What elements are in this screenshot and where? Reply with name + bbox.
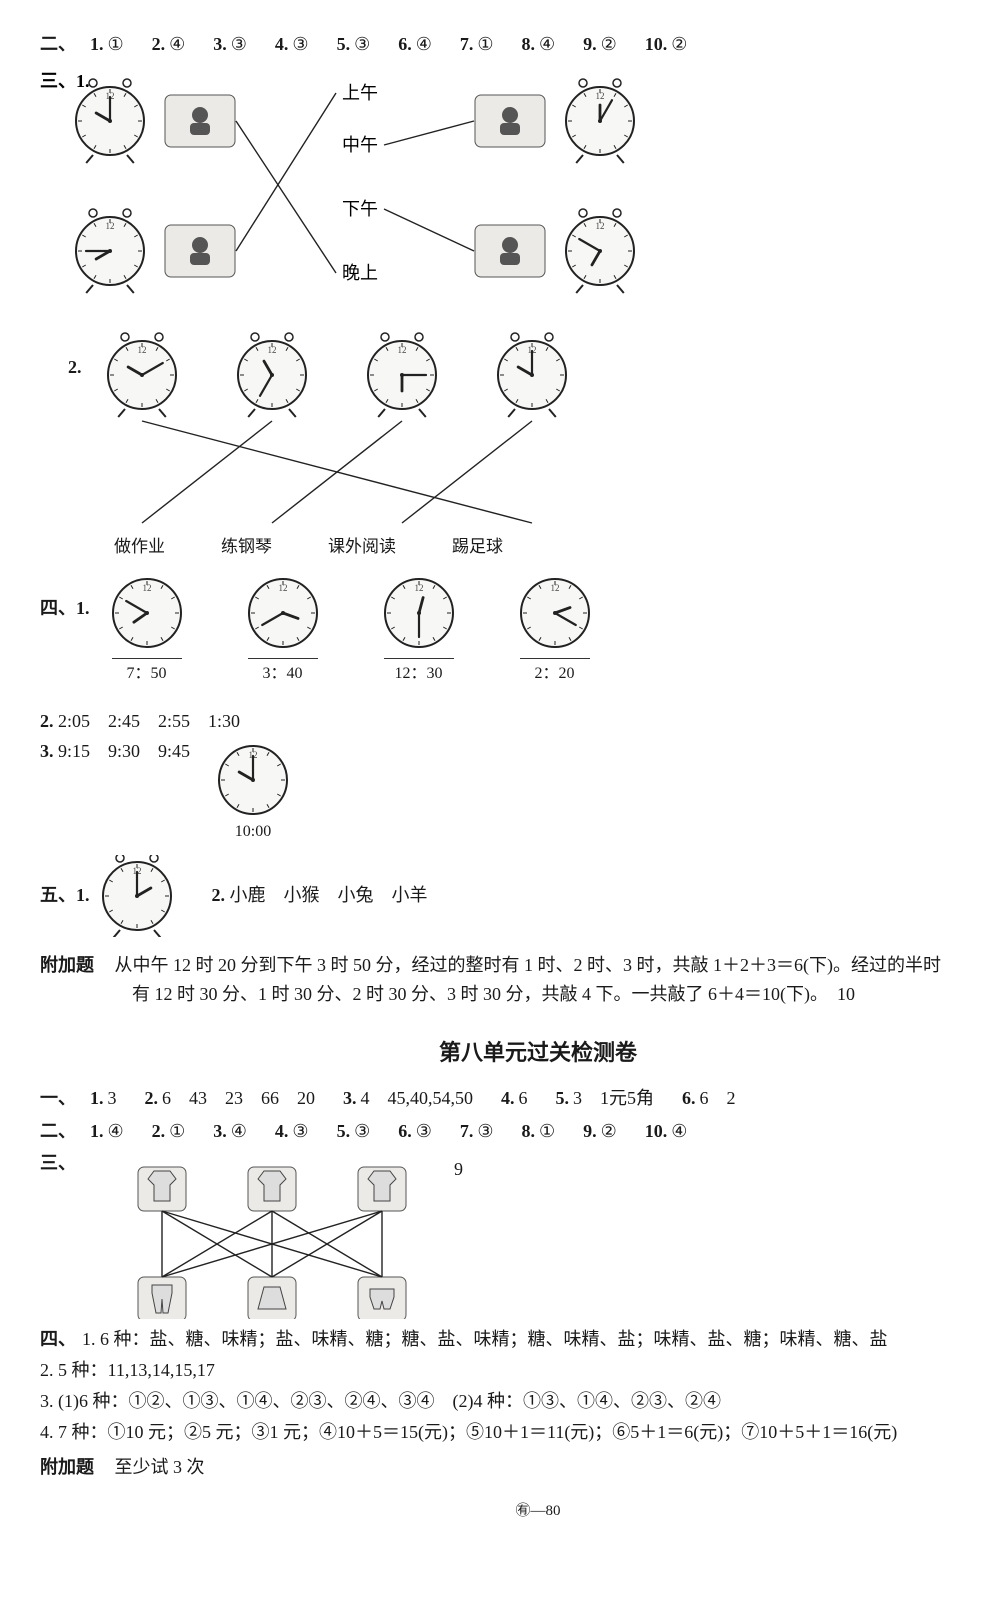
svg-text:上午: 上午 xyxy=(342,83,378,103)
sec4-q2-vals: 2:05 2:45 2:55 1:30 xyxy=(58,711,240,731)
clock-time-label: 12：30 xyxy=(384,658,454,687)
section-5: 五、1. 12 2. 小鹿 小猴 小兔 小羊 xyxy=(40,855,996,937)
svg-text:晚上: 晚上 xyxy=(342,263,378,283)
sec2-item: 4.③ xyxy=(275,30,309,59)
u8-sec2-item: 1.④ xyxy=(90,1117,124,1146)
svg-text:12: 12 xyxy=(397,345,406,355)
u8-sec3: 三、 9 xyxy=(40,1149,996,1319)
sec4-q3-clock: 12 10:00 xyxy=(214,741,292,845)
svg-text:下午: 下午 xyxy=(342,199,378,219)
sec4-clock: 12 12：30 xyxy=(378,572,460,687)
u8-sec1-item: 5.3 1元5角 xyxy=(556,1084,655,1113)
unit8-title: 第八单元过关检测卷 xyxy=(40,1035,996,1070)
u8-sec2-item: 6.③ xyxy=(398,1117,432,1146)
u8-sec2-item: 5.③ xyxy=(337,1117,371,1146)
u8-sec3-diagram xyxy=(82,1149,442,1319)
u8-sec1: 一、 1.3 2.6 43 23 66 20 3.4 45,40,54,50 4.6 5… xyxy=(40,1084,996,1113)
bonus-1: 附加题 从中午 12 时 20 分到下午 3 时 50 分，经过的整时有 1 时… xyxy=(40,951,996,1009)
svg-text:12: 12 xyxy=(596,91,605,101)
sec5-q2-vals: 小鹿 小猴 小兔 小羊 xyxy=(230,885,428,905)
svg-text:三、1.: 三、1. xyxy=(40,71,90,91)
sec4-clock: 12 7：50 xyxy=(106,572,188,687)
u8-sec2-item: 4.③ xyxy=(275,1117,309,1146)
sec5-clock: 12 xyxy=(96,855,178,937)
activity-label: 练钢琴 xyxy=(221,533,272,560)
u8-sec4-label: 四、 xyxy=(40,1325,76,1354)
bonus-2: 附加题 至少试 3 次 xyxy=(40,1453,996,1482)
u8-sec3-count: 9 xyxy=(454,1155,463,1184)
bonus1-line1: 从中午 12 时 20 分到下午 3 时 50 分，经过的整时有 1 时、2 时… xyxy=(115,955,942,975)
activity-label: 课外阅读 xyxy=(328,533,396,560)
section-4: 四、1. 12 7：50 12 3：40 12 12：30 12 2：20 2. 2:05 2… xyxy=(40,568,996,849)
section-2: 二、 1.① 2.④ 3.③ 4.③ 5.③ 6.④ 7.① 8.④ 9.② 10.② xyxy=(40,30,996,59)
u8-sec1-item: 4.6 xyxy=(501,1084,528,1113)
section-3-q2: 2. 12121212 做作业练钢琴课外阅读踢足球 xyxy=(68,327,996,560)
u8-sec4-line3: 3. (1)6 种：①②、①③、①④、②③、②④、③④ (2)4 种：①③、①④… xyxy=(40,1387,996,1416)
svg-text:12: 12 xyxy=(137,345,146,355)
u8-sec4-line1: 1. 6 种：盐、糖、味精；盐、味精、糖；糖、盐、味精；糖、味精、盐；味精、盐、… xyxy=(82,1325,888,1354)
sec2-item: 5.③ xyxy=(337,30,371,59)
u8-sec2-item: 7.③ xyxy=(460,1117,494,1146)
sec4-q3-clock-label: 10:00 xyxy=(235,819,271,845)
u8-sec2-item: 10.④ xyxy=(645,1117,688,1146)
svg-text:12: 12 xyxy=(142,583,151,593)
u8-sec1-item: 2.6 43 23 66 20 xyxy=(145,1084,316,1113)
bonus2-text: 至少试 3 次 xyxy=(115,1457,205,1477)
clock-time-label: 3：40 xyxy=(248,658,318,687)
sec2-item: 7.① xyxy=(460,30,494,59)
sec5-label: 五、1. xyxy=(40,881,90,910)
sec3-q2-num: 2. xyxy=(68,353,82,382)
sec2-item: 10.② xyxy=(645,30,688,59)
sec4-clock: 12 2：20 xyxy=(514,572,596,687)
u8-sec3-label: 三、 xyxy=(40,1149,76,1178)
sec4-q3-vals: 9:15 9:30 9:45 xyxy=(58,741,190,761)
u8-sec1-label: 一、 xyxy=(40,1084,76,1113)
u8-sec4-line2: 2. 5 种：11,13,14,15,17 xyxy=(40,1356,996,1385)
sec2-item: 1.① xyxy=(90,30,124,59)
activity-label: 踢足球 xyxy=(452,533,503,560)
svg-text:12: 12 xyxy=(596,221,605,231)
sec3-q2-activities: 做作业 练钢琴 课外阅读 踢足球 xyxy=(114,533,996,560)
activity-label: 做作业 xyxy=(114,533,165,560)
svg-text:12: 12 xyxy=(267,345,276,355)
u8-sec2-item: 2.① xyxy=(152,1117,186,1146)
u8-sec2-item: 3.④ xyxy=(213,1117,247,1146)
svg-text:12: 12 xyxy=(414,583,423,593)
svg-text:中午: 中午 xyxy=(342,135,378,155)
u8-sec2: 二、 1.④ 2.① 3.④ 4.③ 5.③ 6.③ 7.③ 8.① 9.② 10.④ xyxy=(40,1117,996,1146)
sec2-item: 9.② xyxy=(583,30,617,59)
sec4-clock: 12 3：40 xyxy=(242,572,324,687)
sec3-q2-diagram: 12121212 xyxy=(82,327,642,527)
sec2-item: 3.③ xyxy=(213,30,247,59)
u8-sec2-item: 9.② xyxy=(583,1117,617,1146)
u8-sec1-item: 1.3 xyxy=(90,1084,117,1113)
u8-sec2-item: 8.① xyxy=(521,1117,555,1146)
clock-time-label: 7：50 xyxy=(112,658,182,687)
bonus1-label: 附加题 xyxy=(40,955,94,975)
u8-sec1-item: 3.4 45,40,54,50 xyxy=(343,1084,473,1113)
page-footer: ㊒—80 xyxy=(40,1499,996,1523)
u8-sec1-item: 6.6 2 xyxy=(682,1084,736,1113)
sec4-q2-num: 2. xyxy=(40,711,54,731)
u8-sec2-label: 二、 xyxy=(40,1117,76,1146)
sec2-item: 2.④ xyxy=(152,30,186,59)
svg-text:12: 12 xyxy=(550,583,559,593)
sec2-item: 8.④ xyxy=(521,30,555,59)
svg-text:12: 12 xyxy=(278,583,287,593)
sec3-q1-diagram: 三、1.1212上午中午下午晚上1212 xyxy=(40,65,740,325)
u8-sec4: 四、 1. 6 种：盐、糖、味精；盐、味精、糖；糖、盐、味精；糖、味精、盐；味精… xyxy=(40,1325,996,1446)
sec2-label: 二、 xyxy=(40,30,76,59)
clock-time-label: 2：20 xyxy=(520,658,590,687)
u8-sec4-line4: 4. 7 种：①10 元；②5 元；③1 元；④10＋5＝15(元)；⑤10＋1… xyxy=(40,1418,996,1447)
bonus1-line2: 有 12 时 30 分、1 时 30 分、2 时 30 分、3 时 30 分，共… xyxy=(132,980,996,1009)
sec4-label: 四、1. xyxy=(40,594,90,623)
sec2-item: 6.④ xyxy=(398,30,432,59)
sec5-q2-num: 2. xyxy=(212,885,226,905)
section-3-q1: 三、1.1212上午中午下午晚上1212 xyxy=(40,65,996,325)
sec4-q3-num: 3. xyxy=(40,741,54,761)
svg-text:12: 12 xyxy=(106,221,115,231)
bonus2-label: 附加题 xyxy=(40,1457,94,1477)
